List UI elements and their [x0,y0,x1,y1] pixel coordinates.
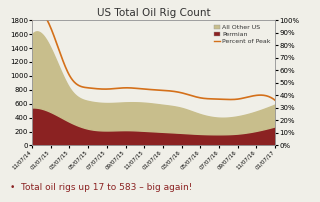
Percent of Peak [180,92,184,94]
Percent of Peak [236,98,240,100]
Line: Percent of Peak: Percent of Peak [32,12,275,100]
Percent of Peak [175,91,179,93]
Legend: All Other US, Permian, Percent of Peak: All Other US, Permian, Percent of Peak [212,23,272,45]
Title: US Total Oil Rig Count: US Total Oil Rig Count [97,8,211,18]
Percent of Peak [30,19,34,21]
Percent of Peak [31,17,35,20]
Percent of Peak [176,91,180,93]
Percent of Peak [37,11,41,13]
Percent of Peak [273,99,277,102]
Percent of Peak [251,95,255,97]
Text: •  Total oil rigs up 17 to 583 – big again!: • Total oil rigs up 17 to 583 – big agai… [10,183,192,192]
